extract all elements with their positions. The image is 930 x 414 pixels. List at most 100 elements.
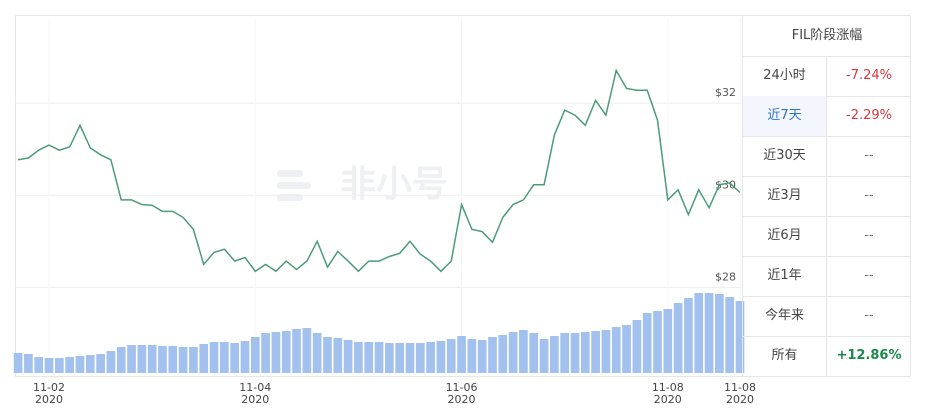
volume-bar [580,332,590,373]
volume-bar [519,330,528,373]
volume-bar [24,354,33,373]
x-tick-label: 11-02 2020 [33,381,66,406]
volume-bar [611,327,621,373]
volume-bar [529,333,539,373]
volume-bar [498,335,508,373]
volume-bar [261,333,270,373]
volume-bar [673,303,683,373]
period-label: 近3月 [743,176,827,217]
volume-bar [642,313,652,373]
volume-bar [240,341,250,373]
volume-bar [34,357,44,373]
volume-bar [230,343,240,373]
x-tick-label: 11-08 2020 [651,381,684,406]
volume-bar [622,325,631,373]
period-change: +12.86% [827,336,911,377]
volume-bar [426,342,435,373]
watermark-icon [277,182,311,189]
volume-bar [477,340,487,373]
period-label[interactable]: 近7天 [743,96,827,137]
volume-bar [292,329,301,373]
volume-bar [725,297,735,373]
volume-bar [591,331,600,373]
volume-bar [281,331,291,373]
volume-bar [488,337,497,373]
y-tick-label: $30 [715,178,736,191]
period-change: -2.29% [827,96,911,137]
volume-bar [539,339,549,373]
volume-bar [446,339,456,373]
frame [15,15,911,377]
period-change: -- [827,136,911,177]
period-change: -- [827,216,911,257]
volume-bar [374,342,384,373]
volume-bar [312,333,322,373]
volume-bar [354,342,363,373]
volume-bar [302,328,312,373]
x-tick-label: 11-06 2020 [445,381,478,406]
period-label: 所有 [743,336,827,377]
table-title: FIL阶段涨幅 [743,16,911,57]
volume-bar [333,338,343,373]
period-change: -- [827,256,911,297]
volume-bar [13,353,23,373]
volume-bar [560,333,570,373]
volume-bar [127,345,136,373]
volume-bar [570,333,580,373]
volume-bar [364,342,374,373]
period-label: 24小时 [743,56,827,97]
volume-bar [137,345,147,373]
period-label: 近6月 [743,216,827,257]
watermark-icon [277,170,303,177]
volume-bar [250,337,260,373]
volume-bar [271,332,281,373]
volume-bar [601,330,611,373]
period-label: 近1年 [743,256,827,297]
volume-bar [395,343,405,373]
volume-bar [147,345,157,373]
volume-bar [632,320,642,373]
volume-bar [508,332,518,373]
volume-bar [189,347,198,373]
volume-bar [199,344,209,373]
volume-bar [715,294,724,373]
y-tick-label: $28 [715,270,736,283]
volume-bar [168,346,178,373]
volume-bar [75,356,85,373]
change-table: FIL阶段涨幅 24小时 -7.24% 近7天 -2.29% 近30天 -- 近3月 -- 近6月… [742,16,911,377]
watermark: 非小号 [340,164,448,205]
volume-bar [436,341,446,373]
volume-bar [55,358,64,373]
period-change: -- [827,296,911,337]
volume-bar [178,347,188,373]
period-change: -7.24% [827,56,911,97]
x-tick-label: 11-04 2020 [239,381,272,406]
volume-bar [467,339,477,373]
volume-bar [405,343,415,373]
volume-bar [415,343,425,373]
volume-bar [653,311,662,373]
volume-bar [735,301,745,373]
volume-bar [663,309,673,373]
x-tick-label: 11-08 2020 [724,381,756,406]
y-tick-label: $32 [715,86,736,99]
watermark-group: 非小号 [277,164,448,205]
volume-bar [96,354,105,373]
volume-bar [220,342,229,373]
period-label: 今年来 [743,296,827,337]
volume-bar [550,336,559,373]
volume-bar [385,343,394,373]
volume-bar [44,358,54,373]
volume-bar [65,357,74,373]
volume-bar [704,293,714,373]
volume-bar [684,298,693,373]
volume-bar [116,347,126,373]
volume-bar [209,342,219,373]
period-change: -- [827,176,911,217]
period-label: 近30天 [743,136,827,177]
volume-bar [106,351,116,373]
volume-bar [85,355,95,373]
volume-bar [694,293,704,373]
price-line [17,68,741,273]
